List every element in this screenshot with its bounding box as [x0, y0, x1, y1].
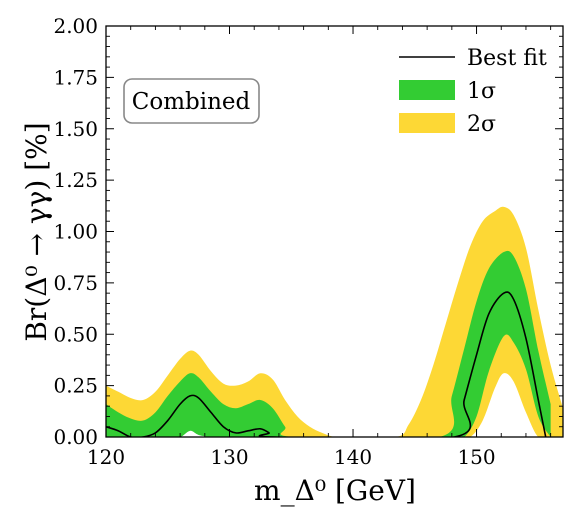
legend-patch-1sigma: [399, 80, 455, 100]
y-axis-label: Br(Δ⁰ → γγ) [%]: [20, 122, 53, 341]
x-axis-label: m_Δ⁰ [GeV]: [254, 474, 416, 507]
legend-label: 2σ: [467, 112, 496, 137]
y-tick-label: 1.75: [53, 65, 98, 89]
annotation-text: Combined: [132, 89, 251, 115]
band-1sigma: [106, 250, 551, 437]
annotation-box: Combined: [123, 78, 260, 124]
y-tick-label: 1.25: [53, 168, 98, 192]
y-tick-label: 0.25: [53, 374, 98, 398]
best-fit-line: [106, 291, 547, 437]
y-tick-label: 0.50: [53, 322, 98, 346]
x-tick-label: 140: [334, 445, 372, 469]
y-tick-label: 1.00: [53, 220, 98, 244]
y-tick-label: 0.00: [53, 425, 98, 449]
x-tick-label: 130: [210, 445, 248, 469]
y-tick-label: 2.00: [53, 14, 98, 38]
legend: Best fit 1σ 2σ: [399, 46, 547, 137]
legend-patch-2sigma: [399, 113, 455, 133]
x-tick-label: 120: [87, 445, 125, 469]
plot-area: [106, 206, 563, 437]
y-tick-label: 0.75: [53, 271, 98, 295]
x-tick-label: 150: [457, 445, 495, 469]
legend-label: 1σ: [467, 79, 496, 104]
band-2sigma: [106, 206, 563, 437]
annotation-box-frame: [123, 78, 260, 124]
y-tick-label: 1.50: [53, 117, 98, 141]
legend-label: Best fit: [467, 46, 547, 71]
axis-ticks: 120 130 140 150 0.00 0.25 0.50 0.75 1.00 1.25 1.50…: [53, 14, 563, 469]
